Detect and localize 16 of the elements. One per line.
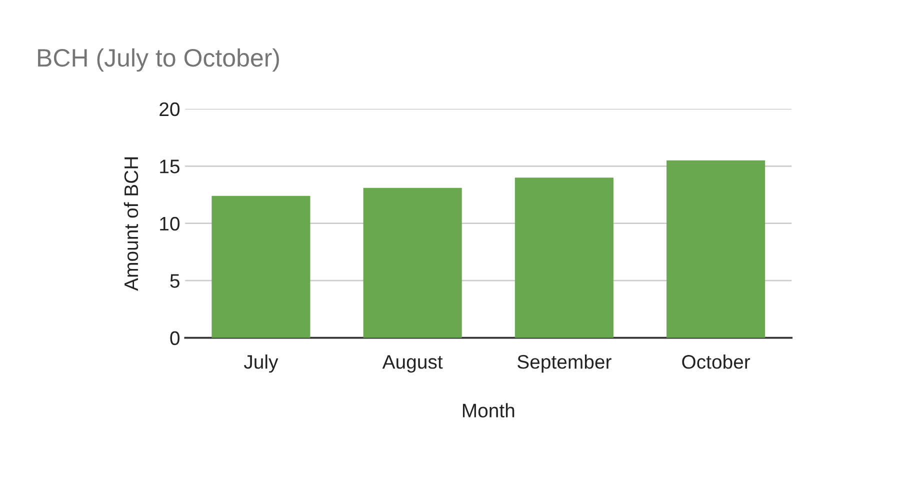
x-tick-label: October [682,354,750,369]
y-axis-title: Amount of BCH [124,157,138,291]
x-tick-label: July [244,354,278,373]
bar [514,178,614,338]
x-axis-title: Month [462,403,514,418]
y-tick-label: 15 [160,160,180,174]
chart-title: BCH (July to October) [38,48,279,72]
y-tick-label: 0 [170,331,180,346]
y-tick-label: 10 [160,216,180,231]
y-tick-label: 5 [170,274,180,288]
bar [666,160,766,338]
x-tick-label: September [518,354,612,373]
x-tick-label: August [382,355,443,373]
y-tick-label: 20 [160,102,180,116]
bar [212,196,310,338]
bar [363,188,462,338]
